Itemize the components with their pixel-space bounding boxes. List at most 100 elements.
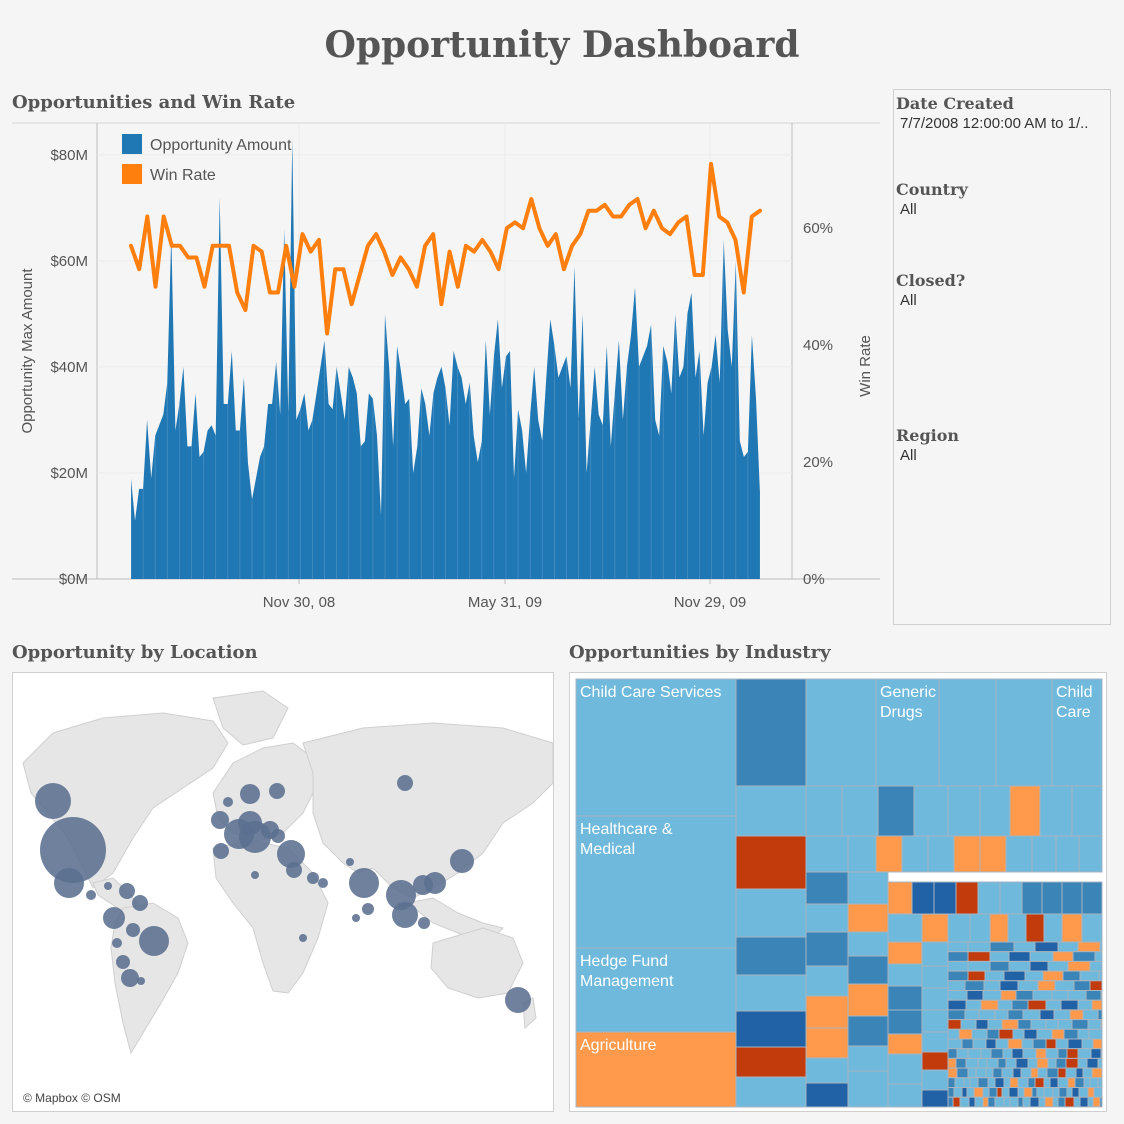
treemap-cell (1066, 1048, 1079, 1059)
world-map[interactable] (13, 673, 554, 1112)
treemap-label: Hedge Fund (580, 953, 668, 970)
treemap-cell (987, 1096, 996, 1108)
treemap-canvas[interactable]: Child Care Services Healthcare & Medical He… (570, 673, 1107, 1112)
treemap-cell (947, 1067, 958, 1079)
location-bubble (286, 862, 302, 878)
y2-tick-label: 20% (803, 454, 833, 471)
opportunities-win-rate-chart[interactable]: $0M $20M $40M $60M $80M 0% 20% 40% 60% Nov 30, 08… (0, 118, 885, 618)
filter-value[interactable]: All (900, 201, 917, 218)
treemap-cell (1066, 1087, 1073, 1098)
y2-tick-label: 0% (803, 571, 825, 588)
treemap-cell (735, 888, 807, 938)
dashboard-title: Opportunity Dashboard (324, 24, 800, 66)
treemap-cell (975, 1067, 987, 1079)
treemap-cell (1074, 1077, 1085, 1088)
treemap-cell (955, 881, 979, 915)
filter-date-created[interactable]: Date Created 7/7/2008 12:00:00 AM to 1/.… (896, 94, 1088, 132)
treemap-cell (735, 785, 807, 837)
treemap-cell (805, 931, 849, 967)
treemap-cell (982, 1096, 989, 1108)
filter-value[interactable]: 7/7/2008 12:00:00 AM to 1/.. (900, 115, 1089, 132)
treemap-cell (1037, 980, 1056, 991)
treemap-cell (994, 1009, 1009, 1021)
treemap-cell (1085, 990, 1102, 1001)
treemap-cell (1077, 999, 1093, 1011)
treemap-cell (995, 1038, 1009, 1050)
treemap-cell (963, 1077, 971, 1088)
landmass-africa (212, 840, 329, 994)
x-tick-label: Nov 30, 08 (263, 594, 336, 611)
treemap-cell (967, 960, 991, 972)
treemap-cell (1029, 951, 1054, 962)
treemap-cell (947, 1087, 955, 1098)
treemap-cell (980, 1048, 992, 1059)
treemap-cell (1098, 970, 1103, 982)
treemap-cell (1052, 1096, 1059, 1108)
treemap-cell (955, 1057, 967, 1069)
filter-country[interactable]: Country All (896, 180, 968, 218)
treemap-cell (805, 995, 849, 1029)
treemap-cell (967, 951, 991, 962)
treemap-cell (967, 970, 986, 982)
location-bubble (119, 883, 135, 899)
legend-label: Opportunity Amount (150, 137, 292, 154)
treemap-cell (1035, 1048, 1047, 1059)
filter-region[interactable]: Region All (896, 426, 959, 464)
treemap-cell (1062, 970, 1081, 982)
treemap-cell (1065, 1057, 1079, 1069)
treemap-cell (1069, 1009, 1084, 1021)
treemap-cell (927, 835, 955, 873)
treemap-cell (1025, 913, 1045, 943)
treemap-cell (1027, 1077, 1036, 1088)
treemap-cell (986, 1028, 1000, 1040)
treemap-cell (1061, 881, 1083, 915)
treemap-cell (735, 835, 807, 890)
treemap-cell (1057, 941, 1079, 953)
treemap-cell (1008, 951, 1031, 962)
treemap-cell (1007, 1038, 1023, 1050)
treemap-cell (805, 678, 877, 787)
treemap-cell (1063, 1028, 1079, 1040)
filter-value[interactable]: All (900, 292, 917, 309)
treemap-cell (735, 1010, 807, 1048)
treemap-cell (1088, 1028, 1103, 1040)
location-map[interactable]: © Mapbox © OSM (12, 672, 554, 1112)
treemap-cell (1064, 1096, 1075, 1108)
treemap-cell (847, 1070, 889, 1108)
treemap-cell (921, 913, 949, 943)
treemap-cell (921, 1069, 949, 1091)
treemap-cell (1071, 1019, 1089, 1030)
treemap-cell (1054, 980, 1075, 991)
treemap-cell (994, 1096, 1005, 1108)
location-bubble (352, 914, 360, 922)
treemap-cell (989, 941, 1015, 953)
treemap-cell (1017, 980, 1039, 991)
treemap-cell (1077, 1048, 1092, 1059)
treemap-cell (921, 941, 949, 967)
treemap-cell (965, 1057, 979, 1069)
treemap-cell (1082, 1067, 1093, 1079)
treemap-cell (1073, 980, 1091, 991)
treemap-cell (1043, 1087, 1054, 1098)
treemap-cell (1036, 1028, 1053, 1040)
legend-label: Win Rate (150, 167, 216, 184)
treemap-cell (1055, 1038, 1069, 1050)
treemap-cell (1030, 1019, 1047, 1030)
treemap-cell (1071, 785, 1103, 837)
treemap-cell (947, 1028, 960, 1040)
location-bubble (211, 811, 229, 829)
treemap-cell (1005, 1057, 1017, 1069)
treemap-cell (1038, 1096, 1046, 1108)
treemap-cell (947, 1077, 956, 1088)
filter-closed[interactable]: Closed? All (896, 271, 965, 309)
treemap-cell (1023, 1087, 1033, 1098)
treemap-cell (921, 1009, 949, 1033)
industry-hedge-fund-management (575, 947, 737, 1033)
filter-value[interactable]: All (900, 447, 917, 464)
treemap-cell (969, 913, 991, 943)
location-bubble (121, 969, 139, 987)
treemap-cell (1029, 960, 1049, 972)
treemap-cell (959, 1096, 970, 1108)
industry-treemap[interactable]: Child Care Services Healthcare & Medical He… (569, 672, 1107, 1112)
treemap-cell (1077, 1057, 1088, 1069)
